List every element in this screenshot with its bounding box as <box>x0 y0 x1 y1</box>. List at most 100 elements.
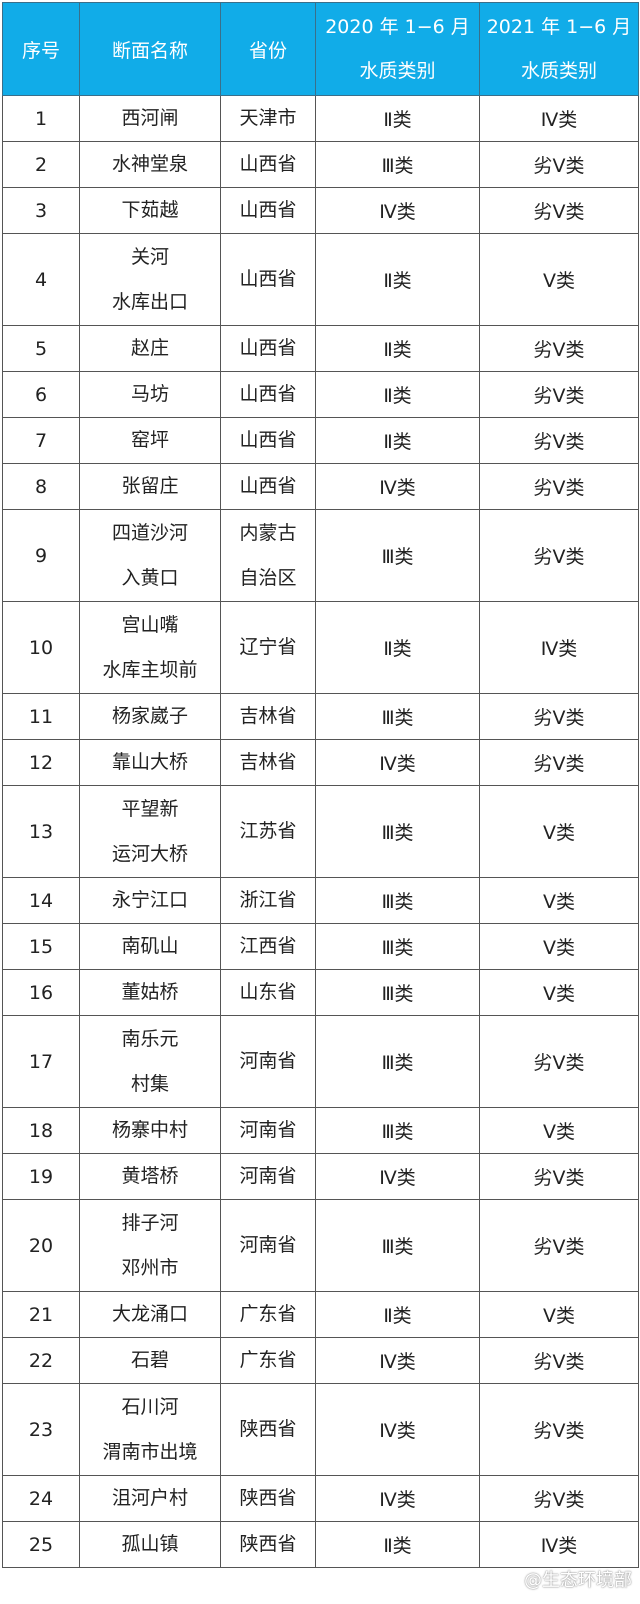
cell-section-name: 靠山大桥 <box>79 739 221 786</box>
water-quality-table: 序号 断面名称 省份 2020 年 1−6 月水质类别 2021 年 1−6 月水质类别… <box>2 2 639 1568</box>
cell-section-name-line: 永宁江口 <box>111 889 188 911</box>
cell-no: 12 <box>2 739 80 786</box>
cell-province: 河南省 <box>220 1015 316 1108</box>
cell-province: 吉林省 <box>220 739 316 786</box>
cell-province-line: 山西省 <box>239 199 297 221</box>
cell-province-line: 河南省 <box>239 1050 297 1072</box>
cell-2021-quality: 劣Ⅴ类 <box>479 463 639 510</box>
cell-no: 5 <box>2 325 80 372</box>
cell-section-name: 黄塔桥 <box>79 1153 221 1200</box>
cell-2020-quality: Ⅳ类 <box>315 739 480 786</box>
cell-section-name: 董姑桥 <box>79 969 221 1016</box>
cell-2020-quality: Ⅲ类 <box>315 693 480 740</box>
cell-section-name-line: 董姑桥 <box>121 981 179 1003</box>
cell-2020-quality: Ⅳ类 <box>315 1383 480 1476</box>
cell-province: 山西省 <box>220 187 316 234</box>
cell-2021-quality: 劣Ⅴ类 <box>479 141 639 188</box>
cell-section-name: 西河闸 <box>79 95 221 142</box>
cell-section-name: 石碧 <box>79 1337 221 1384</box>
header-province: 省份 <box>220 2 316 96</box>
cell-2021-quality: 劣Ⅴ类 <box>479 371 639 418</box>
table-header-row: 序号 断面名称 省份 2020 年 1−6 月水质类别 2021 年 1−6 月水质类别 <box>2 2 639 96</box>
cell-province: 山西省 <box>220 371 316 418</box>
table-row: 16 董姑桥 山东省 Ⅲ类 Ⅴ类 <box>2 969 639 1016</box>
cell-section-name: 关河 水库出口 <box>79 233 221 326</box>
cell-2021-quality: 劣Ⅴ类 <box>479 187 639 234</box>
cell-province: 浙江省 <box>220 877 316 924</box>
cell-section-name-line: 赵庄 <box>130 337 169 359</box>
cell-2020-quality: Ⅱ类 <box>315 1521 480 1568</box>
cell-no: 13 <box>2 785 80 878</box>
watermark: @生态环境部 <box>524 1570 632 1591</box>
cell-section-name-line: 排子河 <box>121 1211 179 1234</box>
cell-2021-quality: 劣Ⅴ类 <box>479 1383 639 1476</box>
cell-section-name: 平望新 运河大桥 <box>79 785 221 878</box>
cell-section-name: 石川河 渭南市出境 <box>79 1383 221 1476</box>
cell-section-name-line: 四道沙河 <box>111 521 188 544</box>
cell-province: 河南省 <box>220 1107 316 1154</box>
table-row: 3 下茹越 山西省 Ⅳ类 劣Ⅴ类 <box>2 187 639 234</box>
cell-2021-quality: 劣Ⅴ类 <box>479 509 639 602</box>
cell-province: 陕西省 <box>220 1383 316 1476</box>
cell-no: 17 <box>2 1015 80 1108</box>
cell-no: 20 <box>2 1199 80 1292</box>
cell-2020-quality: Ⅱ类 <box>315 417 480 464</box>
table-row: 15 南矶山 江西省 Ⅲ类 Ⅴ类 <box>2 923 639 970</box>
header-line: 2021 年 1−6 月 <box>486 16 632 38</box>
cell-no: 19 <box>2 1153 80 1200</box>
cell-province: 辽宁省 <box>220 601 316 694</box>
cell-2020-quality: Ⅲ类 <box>315 1199 480 1292</box>
cell-no: 4 <box>2 233 80 326</box>
cell-2021-quality: Ⅴ类 <box>479 969 639 1016</box>
table-row: 21 大龙涌口 广东省 Ⅱ类 Ⅴ类 <box>2 1291 639 1338</box>
cell-no: 6 <box>2 371 80 418</box>
cell-2020-quality: Ⅱ类 <box>315 233 480 326</box>
cell-province: 山西省 <box>220 325 316 372</box>
header-2021-quality: 2021 年 1−6 月水质类别 <box>479 2 639 96</box>
cell-section-name-line: 张留庄 <box>121 475 179 497</box>
cell-section-name-line: 平望新 <box>121 797 179 820</box>
cell-2020-quality: Ⅳ类 <box>315 463 480 510</box>
cell-province-line: 山西省 <box>239 429 297 451</box>
cell-section-name-line: 邓州市 <box>121 1256 179 1279</box>
cell-2021-quality: 劣Ⅴ类 <box>479 417 639 464</box>
table-row: 7 窑坪 山西省 Ⅱ类 劣Ⅴ类 <box>2 417 639 464</box>
cell-2021-quality: Ⅴ类 <box>479 233 639 326</box>
cell-province-line: 辽宁省 <box>239 636 297 658</box>
cell-no: 18 <box>2 1107 80 1154</box>
cell-section-name: 赵庄 <box>79 325 221 372</box>
header-2020-quality: 2020 年 1−6 月水质类别 <box>315 2 480 96</box>
table-row: 24 沮河户村 陕西省 Ⅳ类 劣Ⅴ类 <box>2 1475 639 1522</box>
cell-province-line: 浙江省 <box>239 889 297 911</box>
cell-section-name-line: 运河大桥 <box>111 842 188 865</box>
cell-section-name-line: 下茹越 <box>121 199 179 221</box>
table-row: 8 张留庄 山西省 Ⅳ类 劣Ⅴ类 <box>2 463 639 510</box>
cell-2021-quality: 劣Ⅴ类 <box>479 325 639 372</box>
cell-section-name: 马坊 <box>79 371 221 418</box>
table-row: 10 宫山嘴 水库主坝前 辽宁省 Ⅱ类 Ⅳ类 <box>2 601 639 694</box>
cell-province-line: 江西省 <box>239 935 297 957</box>
cell-2020-quality: Ⅳ类 <box>315 1475 480 1522</box>
cell-province-line: 山西省 <box>239 268 297 290</box>
cell-section-name-line: 靠山大桥 <box>111 751 188 773</box>
cell-no: 24 <box>2 1475 80 1522</box>
cell-no: 9 <box>2 509 80 602</box>
header-section-name: 断面名称 <box>79 2 221 96</box>
cell-section-name: 排子河 邓州市 <box>79 1199 221 1292</box>
table-row: 25 孤山镇 陕西省 Ⅱ类 Ⅳ类 <box>2 1521 639 1568</box>
table-row: 2 水神堂泉 山西省 Ⅲ类 劣Ⅴ类 <box>2 141 639 188</box>
table-row: 1 西河闸 天津市 Ⅱ类 Ⅳ类 <box>2 95 639 142</box>
cell-no: 3 <box>2 187 80 234</box>
header-no: 序号 <box>2 2 80 96</box>
cell-section-name-line: 杨寨中村 <box>111 1119 188 1141</box>
cell-no: 2 <box>2 141 80 188</box>
cell-section-name-line: 入黄口 <box>121 566 179 589</box>
cell-2021-quality: Ⅴ类 <box>479 785 639 878</box>
cell-2021-quality: Ⅴ类 <box>479 923 639 970</box>
cell-2021-quality: 劣Ⅴ类 <box>479 1199 639 1292</box>
cell-province-line: 陕西省 <box>239 1418 297 1440</box>
cell-province-line: 山西省 <box>239 337 297 359</box>
cell-section-name-line: 南乐元 <box>121 1027 179 1050</box>
cell-2020-quality: Ⅲ类 <box>315 141 480 188</box>
cell-province: 广东省 <box>220 1337 316 1384</box>
